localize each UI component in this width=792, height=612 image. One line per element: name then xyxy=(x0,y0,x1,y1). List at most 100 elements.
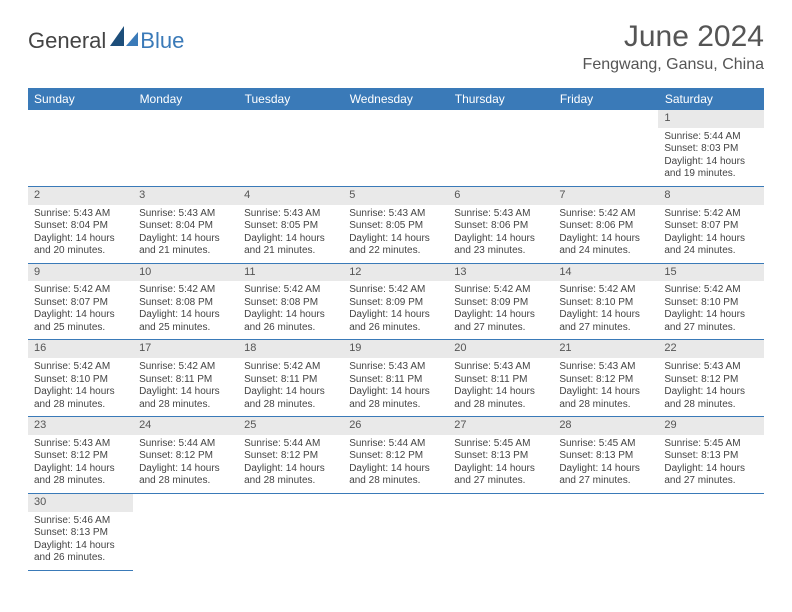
day-data-cell: Sunrise: 5:42 AMSunset: 8:07 PMDaylight:… xyxy=(28,281,133,340)
day-number-cell xyxy=(28,110,133,128)
sunrise-line: Sunrise: 5:42 AM xyxy=(454,284,547,297)
sunset-line: Sunset: 8:08 PM xyxy=(139,297,232,310)
sunset-line: Sunset: 8:05 PM xyxy=(349,220,442,233)
daylight-line-2: and 27 minutes. xyxy=(664,475,757,488)
daylight-line-2: and 22 minutes. xyxy=(349,245,442,258)
sunrise-line: Sunrise: 5:42 AM xyxy=(34,361,127,374)
sunset-line: Sunset: 8:04 PM xyxy=(34,220,127,233)
daylight-line-1: Daylight: 14 hours xyxy=(139,463,232,476)
day-number-row: 1 xyxy=(28,110,764,128)
sunset-line: Sunset: 8:13 PM xyxy=(559,450,652,463)
daylight-line-1: Daylight: 14 hours xyxy=(559,386,652,399)
daylight-line-2: and 28 minutes. xyxy=(139,475,232,488)
day-number-cell: 16 xyxy=(28,340,133,358)
day-number-cell xyxy=(553,493,658,511)
sunset-line: Sunset: 8:09 PM xyxy=(454,297,547,310)
day-data-row: Sunrise: 5:46 AMSunset: 8:13 PMDaylight:… xyxy=(28,512,764,571)
location: Fengwang, Gansu, China xyxy=(583,56,764,74)
sunset-line: Sunset: 8:13 PM xyxy=(34,527,127,540)
day-number-row: 30 xyxy=(28,493,764,511)
daylight-line-2: and 21 minutes. xyxy=(139,245,232,258)
day-number-row: 2345678 xyxy=(28,186,764,204)
sunset-line: Sunset: 8:06 PM xyxy=(454,220,547,233)
day-data-cell xyxy=(238,128,343,187)
daylight-line-1: Daylight: 14 hours xyxy=(244,386,337,399)
day-data-cell xyxy=(658,512,763,571)
sunrise-line: Sunrise: 5:44 AM xyxy=(349,438,442,451)
sunrise-line: Sunrise: 5:43 AM xyxy=(454,208,547,221)
day-number-cell: 25 xyxy=(238,417,343,435)
sunrise-line: Sunrise: 5:43 AM xyxy=(139,208,232,221)
sunset-line: Sunset: 8:07 PM xyxy=(664,220,757,233)
sunset-line: Sunset: 8:09 PM xyxy=(349,297,442,310)
day-data-cell: Sunrise: 5:43 AMSunset: 8:11 PMDaylight:… xyxy=(448,358,553,417)
day-data-cell: Sunrise: 5:43 AMSunset: 8:12 PMDaylight:… xyxy=(658,358,763,417)
daylight-line-2: and 26 minutes. xyxy=(349,322,442,335)
sunrise-line: Sunrise: 5:45 AM xyxy=(454,438,547,451)
day-number-cell xyxy=(343,110,448,128)
day-number-cell: 28 xyxy=(553,417,658,435)
day-number-cell: 20 xyxy=(448,340,553,358)
day-number-cell xyxy=(448,493,553,511)
day-data-cell: Sunrise: 5:43 AMSunset: 8:05 PMDaylight:… xyxy=(343,205,448,264)
daylight-line-2: and 28 minutes. xyxy=(349,399,442,412)
sunset-line: Sunset: 8:12 PM xyxy=(34,450,127,463)
sail-icon xyxy=(110,26,138,46)
day-number-cell: 23 xyxy=(28,417,133,435)
day-data-cell: Sunrise: 5:43 AMSunset: 8:11 PMDaylight:… xyxy=(343,358,448,417)
sunset-line: Sunset: 8:11 PM xyxy=(244,374,337,387)
daylight-line-1: Daylight: 14 hours xyxy=(559,309,652,322)
day-number-cell: 26 xyxy=(343,417,448,435)
day-number-cell: 2 xyxy=(28,186,133,204)
day-data-cell: Sunrise: 5:45 AMSunset: 8:13 PMDaylight:… xyxy=(658,435,763,494)
logo-text-blue: Blue xyxy=(140,28,184,54)
day-data-row: Sunrise: 5:43 AMSunset: 8:04 PMDaylight:… xyxy=(28,205,764,264)
sunset-line: Sunset: 8:10 PM xyxy=(559,297,652,310)
daylight-line-1: Daylight: 14 hours xyxy=(34,386,127,399)
sunset-line: Sunset: 8:05 PM xyxy=(244,220,337,233)
weekday-header: Sunday xyxy=(28,88,133,110)
day-number-cell: 11 xyxy=(238,263,343,281)
day-data-row: Sunrise: 5:44 AMSunset: 8:03 PMDaylight:… xyxy=(28,128,764,187)
daylight-line-2: and 19 minutes. xyxy=(664,168,757,181)
day-data-cell: Sunrise: 5:42 AMSunset: 8:10 PMDaylight:… xyxy=(28,358,133,417)
sunset-line: Sunset: 8:10 PM xyxy=(34,374,127,387)
daylight-line-1: Daylight: 14 hours xyxy=(349,386,442,399)
daylight-line-2: and 28 minutes. xyxy=(34,475,127,488)
daylight-line-2: and 25 minutes. xyxy=(139,322,232,335)
sunrise-line: Sunrise: 5:44 AM xyxy=(664,131,757,144)
daylight-line-2: and 27 minutes. xyxy=(664,322,757,335)
sunrise-line: Sunrise: 5:43 AM xyxy=(34,438,127,451)
sunset-line: Sunset: 8:12 PM xyxy=(664,374,757,387)
sunrise-line: Sunrise: 5:43 AM xyxy=(244,208,337,221)
day-number-cell: 12 xyxy=(343,263,448,281)
weekday-header: Thursday xyxy=(448,88,553,110)
daylight-line-2: and 25 minutes. xyxy=(34,322,127,335)
day-number-cell: 5 xyxy=(343,186,448,204)
sunrise-line: Sunrise: 5:42 AM xyxy=(664,284,757,297)
sunset-line: Sunset: 8:03 PM xyxy=(664,143,757,156)
daylight-line-1: Daylight: 14 hours xyxy=(139,309,232,322)
daylight-line-1: Daylight: 14 hours xyxy=(139,386,232,399)
day-number-cell: 8 xyxy=(658,186,763,204)
daylight-line-2: and 28 minutes. xyxy=(139,399,232,412)
daylight-line-1: Daylight: 14 hours xyxy=(244,233,337,246)
day-number-cell: 10 xyxy=(133,263,238,281)
daylight-line-1: Daylight: 14 hours xyxy=(559,463,652,476)
sunset-line: Sunset: 8:12 PM xyxy=(139,450,232,463)
day-number-cell xyxy=(658,493,763,511)
daylight-line-1: Daylight: 14 hours xyxy=(244,309,337,322)
daylight-line-1: Daylight: 14 hours xyxy=(139,233,232,246)
daylight-line-1: Daylight: 14 hours xyxy=(664,156,757,169)
daylight-line-2: and 28 minutes. xyxy=(244,399,337,412)
sunrise-line: Sunrise: 5:43 AM xyxy=(664,361,757,374)
sunrise-line: Sunrise: 5:42 AM xyxy=(34,284,127,297)
daylight-line-1: Daylight: 14 hours xyxy=(349,309,442,322)
day-data-cell: Sunrise: 5:43 AMSunset: 8:04 PMDaylight:… xyxy=(28,205,133,264)
daylight-line-1: Daylight: 14 hours xyxy=(34,233,127,246)
day-number-cell: 14 xyxy=(553,263,658,281)
day-data-cell xyxy=(553,512,658,571)
daylight-line-2: and 28 minutes. xyxy=(349,475,442,488)
day-data-cell: Sunrise: 5:42 AMSunset: 8:08 PMDaylight:… xyxy=(133,281,238,340)
day-number-cell: 22 xyxy=(658,340,763,358)
